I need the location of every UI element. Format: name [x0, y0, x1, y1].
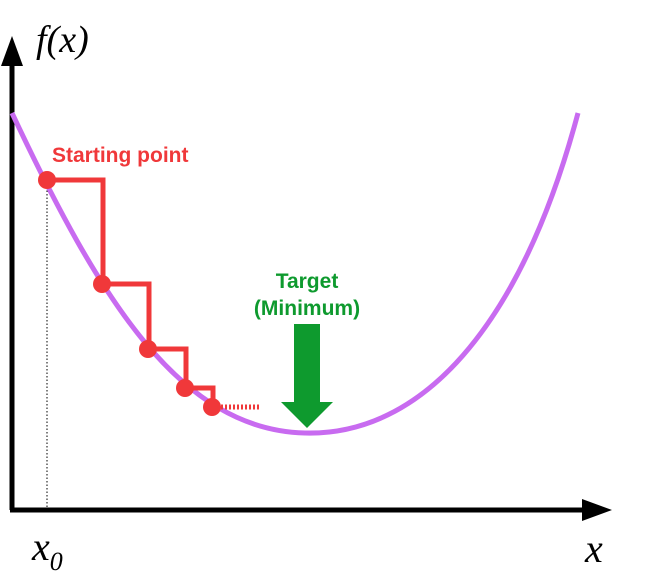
x0-label-base: x	[31, 524, 50, 569]
step-point-4	[176, 379, 194, 397]
step-point-2	[93, 275, 111, 293]
descent-steps	[47, 177, 216, 407]
x0-label: x0	[31, 524, 63, 576]
starting-point-label: Starting point	[52, 144, 188, 167]
x-axis-arrowhead	[582, 499, 612, 521]
function-curve	[9, 111, 581, 436]
y-axis-label: f(x)	[36, 19, 89, 61]
step-point-5	[203, 398, 221, 416]
axes	[1, 36, 612, 521]
x-axis-label: x	[584, 526, 603, 571]
x0-label-subscript: 0	[50, 547, 63, 576]
target-label-line1: Target	[276, 270, 339, 293]
y-axis-arrowhead	[1, 36, 23, 66]
target-arrow-icon	[281, 324, 333, 428]
target-label-line2: (Minimum)	[254, 297, 360, 320]
step-point-1	[38, 171, 56, 189]
step-point-3	[139, 340, 157, 358]
